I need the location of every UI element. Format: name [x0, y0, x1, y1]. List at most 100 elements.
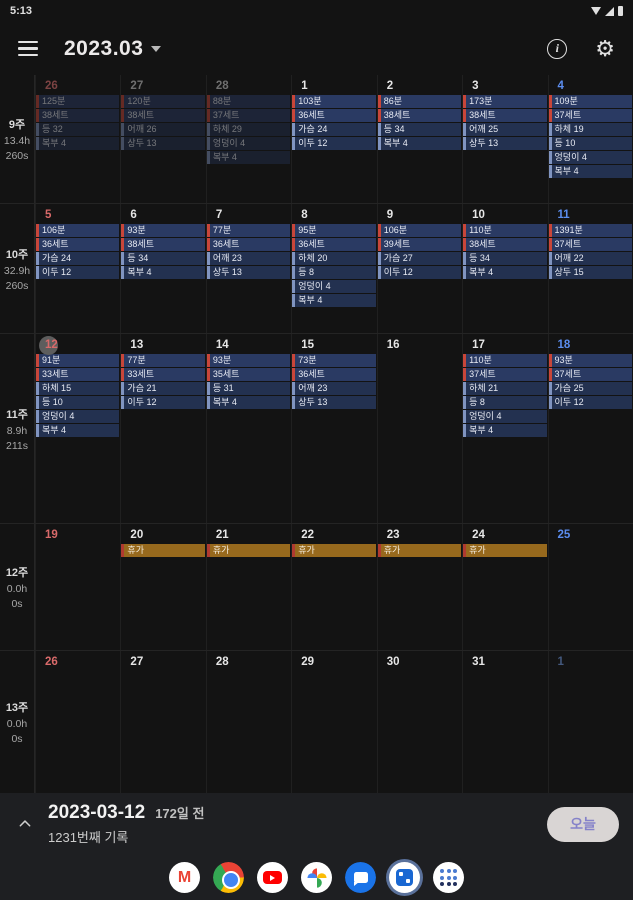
workout-entry: 하체 19	[548, 123, 632, 136]
workout-entry: 73분	[292, 354, 376, 367]
workout-entry: 어깨 25	[463, 123, 547, 136]
workout-entry: 93분	[206, 354, 291, 367]
workout-entry: 36세트	[36, 238, 120, 251]
day-cell[interactable]: 3 173분 38세트 어깨 25 상두 13	[462, 75, 547, 203]
workout-entry: 등 34	[463, 252, 547, 265]
today-button[interactable]: 오늘	[547, 806, 619, 842]
workout-entry: 등 32	[36, 123, 120, 136]
day-cell[interactable]: 28 88분 37세트 하체 29 엉덩이 4 복부 4	[205, 75, 291, 203]
week-number-label: 10주	[5, 248, 29, 261]
gmail-icon[interactable]: M	[169, 862, 200, 893]
week-row: 10주 32.9h 260s 5 106분 36세트 가슴 24 이두 12 6 93분 38세트 등…	[0, 203, 633, 333]
chevron-up-icon[interactable]	[14, 817, 36, 831]
day-cell[interactable]: 17 110분 37세트 하체 21 등 8 엉덩이 4 복부 4	[462, 334, 547, 523]
day-number: 31	[472, 656, 485, 668]
workout-entry: 가슴 25	[548, 382, 632, 395]
day-cell[interactable]: 25	[547, 524, 633, 650]
day-cell[interactable]: 12 91분 33세트 하체 15 등 10 엉덩이 4 복부 4	[35, 334, 120, 523]
chevron-down-icon	[151, 45, 162, 52]
selected-day-info: 2023-03-12 172일 전 1231번째 기록	[48, 802, 547, 846]
day-number: 30	[386, 656, 400, 668]
workout-entry: 등 34	[121, 252, 205, 265]
google-photos-icon[interactable]	[301, 862, 332, 893]
day-cell[interactable]: 1	[547, 651, 633, 793]
menu-icon[interactable]	[18, 41, 38, 56]
day-cell[interactable]: 14 93분 35세트 등 31 복부 4	[205, 334, 291, 523]
day-cell[interactable]: 24 휴가	[462, 524, 547, 650]
day-cell[interactable]: 1 103분 36세트 가슴 24 이두 12	[291, 75, 376, 203]
workout-entry: 복부 4	[36, 137, 120, 150]
workout-entry: 35세트	[206, 368, 291, 381]
day-cell[interactable]: 26	[35, 651, 120, 793]
month-title: 2023.03	[64, 36, 144, 60]
day-cell[interactable]: 30	[376, 651, 462, 793]
workout-entry: 등 34	[377, 123, 462, 136]
day-cell[interactable]: 27 120분 38세트 어깨 26 상두 13	[120, 75, 205, 203]
day-cell[interactable]: 29	[291, 651, 376, 793]
youtube-icon[interactable]	[257, 862, 288, 893]
day-cell[interactable]: 2 86분 38세트 등 34 복부 4	[376, 75, 462, 203]
day-cell[interactable]: 27	[120, 651, 205, 793]
day-cell[interactable]: 7 77분 36세트 어깨 23 상두 13	[205, 204, 291, 333]
signal-icon	[605, 6, 614, 16]
workout-entry: 복부 4	[548, 165, 632, 178]
day-cell[interactable]: 6 93분 38세트 등 34 복부 4	[120, 204, 205, 333]
day-entries: 73분 36세트 어깨 23 상두 13	[292, 354, 376, 409]
day-cell[interactable]: 26 125분 38세트 등 32 복부 4	[35, 75, 120, 203]
day-cell[interactable]: 19	[35, 524, 120, 650]
day-number: 22	[301, 529, 315, 541]
workout-entry: 상두 13	[292, 396, 376, 409]
day-cell[interactable]: 9 106분 39세트 가슴 27 이두 12	[376, 204, 462, 333]
day-cell[interactable]: 5 106분 36세트 가슴 24 이두 12	[35, 204, 120, 333]
workout-entry: 120분	[121, 95, 205, 108]
day-cell[interactable]: 4 109분 37세트 하체 19 등 10 엉덩이 4 복부 4	[547, 75, 633, 203]
workout-entry: 상두 15	[548, 266, 632, 279]
workout-entry: 33세트	[121, 368, 205, 381]
app-dock: M	[0, 855, 633, 900]
day-cell[interactable]: 18 93분 37세트 가슴 25 이두 12	[547, 334, 633, 523]
gear-icon[interactable]: ⚙	[595, 35, 615, 61]
day-cell[interactable]: 10 110분 38세트 등 34 복부 4	[462, 204, 547, 333]
day-cell[interactable]: 11 1391분 37세트 어깨 22 상두 15	[547, 204, 633, 333]
messages-icon[interactable]	[345, 862, 376, 893]
day-cell[interactable]: 22 휴가	[291, 524, 376, 650]
app-drawer-icon[interactable]	[433, 862, 464, 893]
day-entries: 109분 37세트 하체 19 등 10 엉덩이 4 복부 4	[548, 95, 633, 178]
day-cell[interactable]: 20 휴가	[120, 524, 205, 650]
workout-entry: 39세트	[377, 238, 462, 251]
day-entries: 110분 38세트 등 34 복부 4	[463, 224, 547, 279]
vacation-entry: 휴가	[377, 544, 462, 557]
vacation-entry: 휴가	[292, 544, 376, 557]
day-entries: 110분 37세트 하체 21 등 8 엉덩이 4 복부 4	[463, 354, 547, 437]
day-number: 5	[45, 209, 52, 221]
workout-entry: 38세트	[121, 238, 205, 251]
week-hours-label: 0.0h	[6, 583, 28, 595]
vacation-entry: 휴가	[463, 544, 547, 557]
workout-entry: 91분	[36, 354, 120, 367]
chrome-icon[interactable]	[213, 862, 244, 893]
day-cell[interactable]: 13 77분 33세트 가슴 21 이두 12	[120, 334, 205, 523]
vacation-entry: 휴가	[121, 544, 205, 557]
workout-entry: 어깨 23	[292, 382, 376, 395]
day-cell[interactable]: 28	[205, 651, 291, 793]
day-number: 13	[130, 339, 144, 351]
day-cell[interactable]: 16	[376, 334, 462, 523]
info-icon[interactable]: i	[547, 38, 568, 59]
day-entries: 106분 36세트 가슴 24 이두 12	[36, 224, 120, 279]
day-cell[interactable]: 15 73분 36세트 어깨 23 상두 13	[291, 334, 376, 523]
week-summary: 10주 32.9h 260s	[0, 204, 35, 333]
week-summary: 13주 0.0h 0s	[0, 651, 35, 793]
day-cell[interactable]: 21 휴가	[205, 524, 291, 650]
workout-entry: 등 31	[206, 382, 291, 395]
day-number: 12	[36, 336, 120, 355]
day-cell[interactable]: 23 휴가	[376, 524, 462, 650]
battery-icon	[618, 6, 623, 16]
month-selector[interactable]: 2023.03	[64, 36, 162, 61]
blue-tile-app-icon[interactable]	[389, 862, 420, 893]
day-entries: 93분 38세트 등 34 복부 4	[121, 224, 205, 279]
day-cell[interactable]: 8 95분 36세트 하체 20 등 8 엉덩이 4 복부 4	[291, 204, 376, 333]
days-ago-label: 172일 전	[155, 806, 205, 821]
day-cell[interactable]: 31	[462, 651, 547, 793]
day-entries: 95분 36세트 하체 20 등 8 엉덩이 4 복부 4	[292, 224, 376, 307]
day-number: 1	[557, 656, 564, 668]
